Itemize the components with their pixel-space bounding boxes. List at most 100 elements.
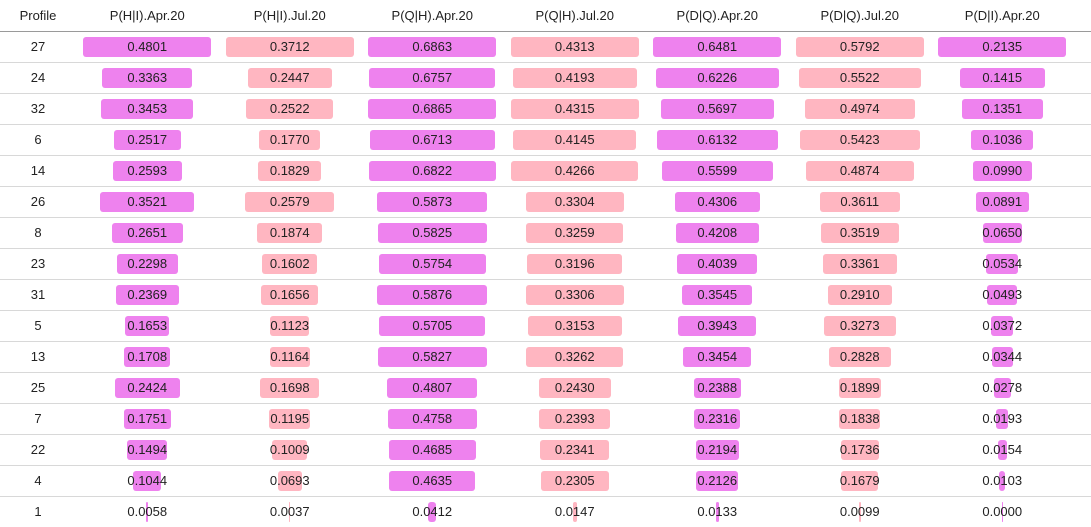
data-bar [511,160,638,181]
column-header[interactable]: P(Q|H).Apr.20 [391,8,473,23]
data-bar [377,284,488,305]
data-bar [804,98,915,119]
row-divider [0,310,1091,311]
data-bar [114,377,180,398]
value-label: 0.2135 [982,39,1023,54]
value-label: 0.2194 [697,442,738,457]
data-bar [272,439,308,460]
value-label: 0.4685 [412,442,453,457]
value-label: 0.1838 [839,411,880,426]
profile-column-header[interactable]: Profile [19,8,57,23]
data-bar [510,98,639,119]
data-bar [795,36,924,57]
value-label: 0.5705 [412,318,453,333]
value-label: 0.0891 [982,194,1023,209]
value-label: 0.1708 [127,349,168,364]
data-bar [997,439,1007,460]
data-bar [526,346,624,367]
data-bar [125,315,170,336]
value-label: 0.4193 [554,70,595,85]
data-bar [261,284,319,305]
value-label: 0.2316 [697,411,738,426]
value-label: 0.1044 [127,473,168,488]
value-label: 0.3712 [269,39,310,54]
value-label: 0.3545 [697,287,738,302]
value-label: 0.1874 [269,225,310,240]
value-label: 0.5873 [412,194,453,209]
row-divider [0,155,1091,156]
value-label: 0.1656 [269,287,310,302]
value-label: 0.0154 [982,442,1023,457]
data-bar [368,160,496,181]
value-label: 0.0000 [982,504,1023,519]
data-bar [840,439,879,460]
data-bar [961,98,1043,119]
value-label: 0.0058 [127,504,168,519]
data-bar [83,36,212,57]
data-bar [269,408,311,429]
profile-cell: 6 [34,132,42,147]
column-header[interactable]: P(H|I).Jul.20 [253,8,326,23]
value-label: 0.3521 [127,194,168,209]
data-bar [124,346,170,367]
value-label: 0.4974 [839,101,880,116]
value-label: 0.5876 [412,287,453,302]
column-header[interactable]: P(Q|H).Jul.20 [535,8,614,23]
value-label: 0.3943 [697,318,738,333]
value-label: 0.5792 [839,39,880,54]
value-label: 0.1698 [269,380,310,395]
data-bar [377,222,487,243]
column-header[interactable]: P(D|Q).Jul.20 [820,8,899,23]
data-bar [127,439,168,460]
data-bar [270,315,310,336]
value-label: 0.1679 [839,473,880,488]
value-label: 0.0147 [554,504,595,519]
value-label: 0.6132 [697,132,738,147]
data-bar [1001,501,1003,522]
data-bar [112,160,182,181]
value-label: 0.6481 [697,39,738,54]
data-bar [101,98,194,119]
data-bar [133,470,162,491]
value-label: 0.4635 [412,473,453,488]
value-label: 0.3153 [554,318,595,333]
value-label: 0.3273 [839,318,880,333]
data-bar [525,191,624,212]
profile-cell: 23 [30,256,46,271]
data-bar [269,346,310,367]
profile-cell: 24 [30,70,46,85]
value-label: 0.5825 [412,225,453,240]
data-bar [971,129,1034,150]
data-bar [959,67,1045,88]
profile-cell: 7 [34,411,42,426]
profile-cell: 8 [34,225,42,240]
data-bar [510,36,639,57]
data-bar [225,36,354,57]
data-bar [678,315,757,336]
data-bar [819,191,900,212]
value-label: 0.4039 [697,256,738,271]
data-bar [695,439,739,460]
column-header[interactable]: P(D|Q).Apr.20 [676,8,758,23]
value-label: 0.2298 [127,256,168,271]
column-header[interactable]: P(H|I).Apr.20 [109,8,185,23]
value-label: 0.3262 [554,349,595,364]
value-label: 0.5754 [412,256,453,271]
value-label: 0.0534 [982,256,1023,271]
header-divider [0,31,1091,32]
data-bar [986,253,1019,274]
value-label: 0.3259 [554,225,595,240]
data-bar [938,36,1067,57]
value-label: 0.6226 [697,70,738,85]
data-bar [675,222,759,243]
value-label: 0.2424 [127,380,168,395]
value-label: 0.3453 [127,101,168,116]
value-label: 0.0372 [982,318,1023,333]
column-header[interactable]: P(D|I).Apr.20 [964,8,1040,23]
value-label: 0.4807 [412,380,453,395]
data-bar [841,470,879,491]
value-label: 0.3454 [697,349,738,364]
value-label: 0.0037 [269,504,310,519]
value-label: 0.2522 [269,101,310,116]
value-label: 0.2305 [554,473,595,488]
